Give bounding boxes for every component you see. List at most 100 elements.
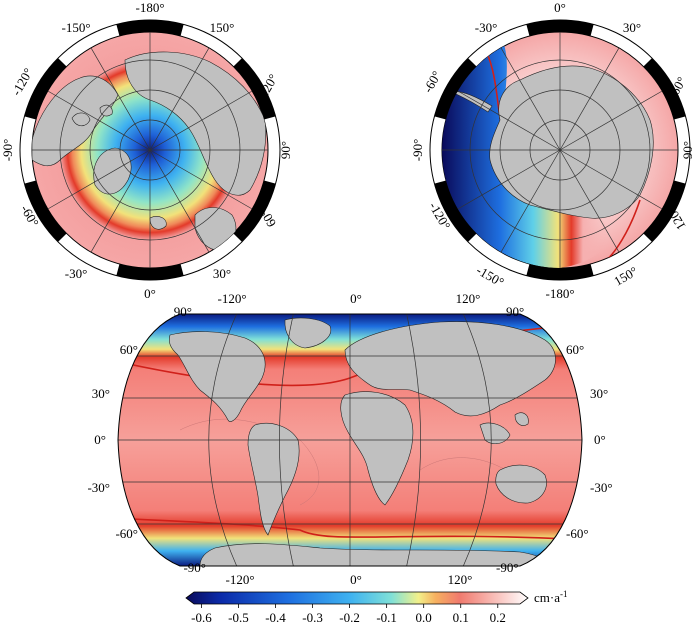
colorbar-ramp	[185, 591, 529, 605]
world-frame	[117, 313, 583, 567]
arctic-land-iceland	[149, 216, 167, 230]
arctic-label-top: -180°	[135, 0, 164, 15]
meridian-line	[47, 90, 151, 151]
meridian-line	[149, 149, 253, 210]
meridian-line	[500, 47, 561, 151]
world-left-lat-label: 30°	[92, 386, 110, 401]
meridian-line	[149, 90, 253, 151]
meridian-line	[463, 314, 492, 566]
colorbar-tick-label: 0.1	[453, 610, 469, 625]
world-right-lat-label: -90°	[496, 560, 519, 575]
arctic-label-left: -90°	[0, 139, 15, 162]
meridian-line	[208, 314, 237, 566]
world-land-australia	[495, 464, 547, 504]
arctic-label-bottom-left: -30°	[65, 266, 88, 281]
meridian-line	[279, 314, 294, 566]
world-right-lat-label: 60°	[566, 342, 584, 357]
frame-segment	[526, 263, 594, 280]
arctic-frame-ticks	[24, 19, 276, 280]
world-top-lon-label: -120°	[217, 291, 246, 306]
meridian-line	[559, 149, 663, 210]
colorbar-tick-label: -0.1	[376, 610, 397, 625]
colorbar-tick-label: -0.2	[339, 610, 360, 625]
frame-segment	[434, 58, 477, 120]
frame-segment	[116, 19, 184, 37]
world-left-lat-label: 60°	[120, 342, 138, 357]
frame-segment	[116, 263, 184, 280]
arctic-map	[19, 19, 281, 281]
meridian-line	[149, 149, 210, 253]
world-bottom-lon-labels: -120° 0° 120°	[225, 572, 472, 587]
antarctic-map	[429, 19, 691, 281]
meridian-line	[500, 149, 561, 253]
antarctic-label-left: -90°	[410, 139, 425, 162]
world-right-lat-label: 0°	[594, 432, 606, 447]
world-top-lon-label: 0°	[350, 291, 362, 306]
antarctic-label-top: 0°	[554, 0, 566, 15]
colorbar-tick-label: -0.6	[191, 610, 212, 625]
meridian-line	[149, 47, 210, 151]
world-left-lat-label: -60°	[115, 526, 138, 541]
colorbar-tick-label: -0.3	[302, 610, 323, 625]
antarctic-label-top-right: 30°	[623, 20, 641, 35]
world-land-north-america	[168, 331, 266, 422]
world-left-lat-label: -90°	[183, 560, 206, 575]
antarctic-label-left-upper: -60°	[420, 68, 444, 95]
world-land-eurasia	[344, 321, 556, 417]
meridian-line	[90, 149, 151, 253]
arctic-label-top-right: 150°	[210, 20, 235, 35]
meridian-line	[47, 149, 151, 210]
colorbar-tick-label: 0.0	[416, 610, 432, 625]
world-left-lat-label: 90°	[174, 304, 192, 319]
colorbar-tick-label: -0.4	[265, 610, 286, 625]
colorbar-tick-label: -0.5	[228, 610, 249, 625]
world-left-lat-label: -30°	[87, 480, 110, 495]
world-land-greenland	[284, 317, 332, 349]
meridian-line	[559, 149, 620, 253]
arctic-land-islands	[71, 104, 113, 127]
meridian-line	[406, 314, 421, 566]
antarctic-label-top-left: -30°	[475, 20, 498, 35]
world-right-lat-label: 90°	[506, 304, 524, 319]
frame-segment	[643, 58, 686, 120]
arctic-label-bottom-right: 30°	[213, 266, 231, 281]
world-left-lat-label: 0°	[94, 432, 106, 447]
arctic-label-left-upper: -120°	[8, 65, 36, 98]
antarctic-label-bottom: -180°	[545, 286, 574, 301]
arctic-label-bottom: 0°	[144, 286, 156, 301]
meridian-line	[457, 149, 561, 210]
world-bottom-lon-label: -120°	[225, 572, 254, 587]
world-right-lat-label: -60°	[566, 526, 589, 541]
frame-segment	[233, 180, 276, 242]
world-map	[117, 313, 583, 567]
world-top-lon-labels: -120° 0° 120°	[217, 291, 480, 306]
world-right-lat-label: 30°	[590, 386, 608, 401]
meridian-line	[457, 90, 561, 151]
world-top-lon-label: 120°	[456, 291, 481, 306]
colorbar-unit: cm·a-1	[534, 589, 567, 605]
arctic-label-top-left: -150°	[61, 20, 90, 35]
meridian-line	[559, 90, 663, 151]
antarctic-label-right: 90°	[680, 141, 695, 159]
colorbar-ticks: -0.6 -0.5 -0.4 -0.3 -0.2 -0.1 0.0 0.1 0.2	[191, 604, 506, 625]
arctic-label-right-upper: 120°	[255, 71, 280, 100]
frame-segment	[526, 20, 594, 37]
world-left-lat-labels: 90° 60° 30° 0° -30° -60° -90°	[87, 304, 206, 575]
colorbar-tick-label: 0.2	[490, 610, 506, 625]
world-bottom-lon-label: 0°	[350, 572, 362, 587]
antarctic-frame-ticks	[434, 20, 686, 280]
frame-segment	[643, 180, 686, 242]
frame-segment	[24, 180, 67, 242]
meridian-line	[559, 47, 620, 151]
colorbar: -0.6 -0.5 -0.4 -0.3 -0.2 -0.1 0.0 0.1 0.2 cm·a-1	[185, 589, 567, 625]
world-right-lat-label: -30°	[590, 480, 613, 495]
world-right-lat-labels: 90° 60° 30° 0° -30° -60° -90°	[496, 304, 613, 575]
world-bottom-lon-label: 120°	[448, 572, 473, 587]
arctic-label-right: 90°	[278, 141, 293, 159]
frame-segment	[434, 180, 477, 242]
frame-segment	[24, 58, 67, 120]
world-land-africa	[340, 391, 414, 506]
frame-segment	[233, 58, 276, 120]
meridian-line	[90, 47, 151, 151]
